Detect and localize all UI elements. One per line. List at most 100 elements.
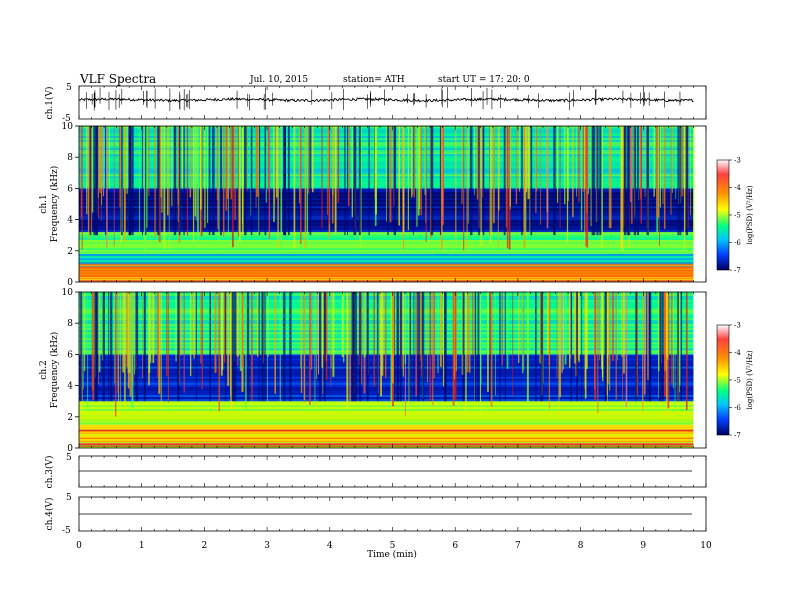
spectrogram-sferic: [607, 292, 609, 385]
ch1-tick-bottom: -5: [62, 114, 71, 124]
spectrogram-gap: [646, 126, 649, 236]
spectrogram-sferic: [404, 292, 406, 365]
ch2-colorbar: -3 -4 -5 -6 -7 log(PSD) (V²/Hz): [716, 322, 754, 440]
spectrogram-gap: [482, 126, 485, 236]
spectrogram-sferic: [600, 126, 603, 248]
spectrogram-sferic: [194, 126, 197, 217]
spectrogram-sferic: [126, 126, 128, 194]
spectrogram-sferic: [463, 126, 465, 251]
spectrogram-line: [79, 440, 694, 442]
spectrogram-sferic: [180, 292, 182, 356]
ch1-waveform-ylabel: ch.1(V): [44, 87, 55, 120]
spectrogram-sferic: [512, 292, 514, 397]
spectrogram-sferic: [658, 292, 660, 372]
spectrogram-sferic: [547, 292, 549, 355]
spectrogram-sferic: [644, 126, 646, 198]
spectrogram-sferic: [332, 126, 334, 196]
spectrogram-sferic: [167, 292, 169, 403]
spectrogram-sferic: [678, 292, 680, 393]
ch2-spectrogram-image: [79, 292, 706, 448]
spectrogram-row: [79, 432, 694, 435]
spectrogram-sferic: [672, 126, 674, 194]
spectrogram-sferic: [143, 126, 146, 251]
freq-tick-label: 6: [67, 184, 73, 194]
date-label: Jul. 10, 2015: [249, 75, 308, 85]
spectrogram-sferic: [160, 126, 162, 198]
spectrogram-sferic: [658, 126, 660, 218]
spectrogram-gap: [623, 126, 627, 236]
spectrogram-sferic: [207, 126, 209, 224]
spectrogram-sferic: [417, 126, 420, 216]
spectrogram-sferic: [643, 292, 646, 395]
spectrogram-sferic: [413, 126, 415, 198]
ch4-tick-bottom: -5: [62, 526, 71, 536]
spectrogram-sferic: [321, 292, 323, 368]
spectrogram-gap: [395, 126, 396, 236]
spectrogram-sferic: [621, 126, 624, 251]
spectrogram-gap: [599, 126, 602, 236]
spectrogram-sferic: [679, 292, 681, 386]
spectrogram-sferic: [612, 292, 614, 361]
spectrogram-gap: [244, 126, 247, 236]
spectrogram-gap: [626, 126, 630, 236]
spectrogram-line: [79, 429, 694, 431]
ch3-waveform-panel: 5 ch.3(V): [44, 453, 707, 488]
spectrogram-sferic: [91, 126, 93, 233]
spectrogram-sferic: [480, 292, 482, 385]
spectrogram-gap: [135, 292, 139, 402]
spectrogram-row: [79, 401, 694, 404]
spectrogram-gap: [258, 126, 261, 236]
spectrogram-sferic: [146, 126, 148, 228]
spectrogram-sferic: [154, 126, 156, 238]
spectrogram-sferic: [566, 126, 569, 243]
spectrogram-sferic: [332, 126, 334, 224]
spectrogram-sferic: [427, 292, 428, 383]
spectrogram-sferic: [574, 292, 576, 364]
spectrogram-sferic: [586, 126, 589, 248]
spectrogram-sferic: [230, 292, 231, 395]
spectrogram-row: [79, 405, 694, 408]
spectrogram-row: [79, 384, 694, 387]
freq-tick-label: 10: [62, 122, 74, 132]
spectrogram-gap: [593, 126, 596, 236]
spectrogram-sferic: [195, 126, 197, 221]
spectrogram-sferic: [489, 126, 490, 236]
spectrogram-sferic: [311, 126, 314, 193]
ch2-spectrogram-yticks: 10 8 6 4 2 0: [62, 288, 79, 454]
spectrogram-sferic: [304, 126, 307, 249]
spectrogram-row: [79, 388, 694, 392]
spectrogram-gap: [354, 292, 357, 402]
freq-tick-label: 0: [67, 444, 73, 454]
spectrogram-sferic: [255, 126, 257, 208]
spectrogram-sferic: [279, 292, 281, 402]
spectrogram-gap: [443, 292, 447, 402]
spectrogram-gap: [387, 126, 389, 236]
ch1-colorbar-ticks: -3 -4 -5 -6 -7: [729, 157, 741, 275]
spectrogram-sferic: [609, 292, 611, 366]
spectrogram-sferic: [123, 126, 126, 241]
colorbar-tick-label: -4: [734, 349, 741, 357]
spectrogram-sferic: [526, 292, 529, 407]
spectrogram-sferic: [490, 292, 493, 407]
spectrogram-gap: [157, 126, 160, 236]
spectrogram-sferic: [299, 126, 301, 204]
spectrogram-sferic: [558, 292, 560, 415]
spectrogram-gap: [258, 292, 260, 402]
freq-tick-label: 4: [67, 382, 73, 392]
spectrogram-sferic: [539, 292, 542, 364]
spectrogram-row: [79, 245, 694, 248]
spectrogram-gap: [439, 126, 442, 236]
spectrogram-gap: [104, 126, 107, 236]
spectrogram-sferic: [623, 292, 625, 374]
spectrogram-sferic: [326, 126, 328, 215]
spectrogram-gap: [359, 292, 362, 402]
ch1-waveform-panel: 5 -5 ch.1(V): [44, 83, 707, 124]
spectrogram-sferic: [148, 126, 150, 197]
spectrogram-row: [79, 275, 694, 278]
spectrogram-gap: [346, 126, 348, 236]
spectrogram-sferic: [380, 292, 382, 397]
spectrogram-sferic: [266, 292, 268, 402]
spectrogram-sferic: [461, 126, 463, 204]
spectrogram-sferic: [527, 126, 530, 200]
